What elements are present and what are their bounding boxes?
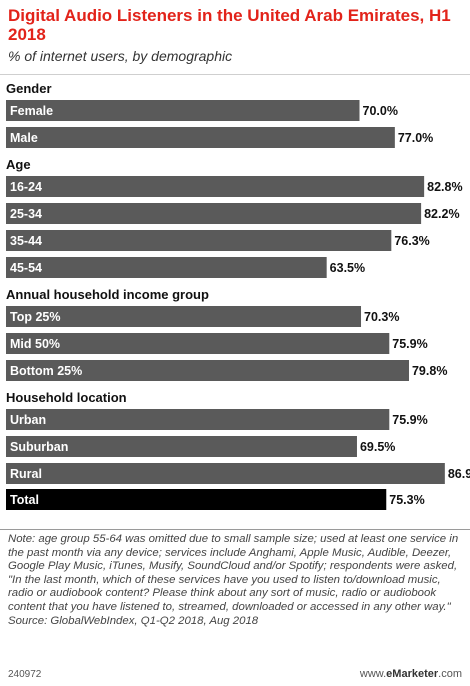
bar-suburban (6, 436, 357, 457)
brand-logo: www.eMarketer.com (360, 668, 462, 680)
value-label-16-24: 82.8% (427, 180, 462, 194)
bar-label-male: Male (10, 131, 38, 145)
bar-label-suburban: Suburban (10, 440, 68, 454)
bar-label-16-24: 16-24 (10, 180, 42, 194)
value-label-bottom-25: 79.8% (412, 364, 447, 378)
group-header: Household location (6, 390, 127, 405)
value-label-female: 70.0% (363, 104, 398, 118)
top-divider (0, 74, 470, 75)
chart-title: Digital Audio Listeners in the United Ar… (8, 6, 451, 44)
bar-label-urban: Urban (10, 413, 46, 427)
bar-label-female: Female (10, 104, 53, 118)
group-header: Annual household income group (6, 287, 209, 302)
value-label-top-25: 70.3% (364, 310, 399, 324)
value-label-suburban: 69.5% (360, 440, 395, 454)
bar-35-44 (6, 230, 392, 251)
bar-45-54 (6, 257, 327, 278)
brand-suffix: .com (438, 668, 462, 680)
bar-25-34 (6, 203, 422, 224)
bar-bottom-25 (6, 360, 409, 381)
chart-notes: Note: age group 55-64 was omitted due to… (8, 533, 466, 628)
bar-label-35-44: 35-44 (10, 234, 42, 248)
value-label-mid-50: 75.9% (392, 337, 427, 351)
bar-total (6, 489, 387, 510)
bar-urban (6, 409, 390, 430)
bar-label-total: Total (10, 493, 39, 507)
value-label-35-44: 76.3% (394, 234, 429, 248)
chart-subtitle: % of internet users, by demographic (8, 48, 233, 64)
value-label-rural: 86.9% (448, 467, 470, 481)
brand-name: eMarketer (386, 668, 439, 680)
bar-chart: Gender Female 70.0% Male 77.0% Age 16-24 82.8% 2… (6, 81, 470, 510)
group-header: Gender (6, 81, 52, 96)
bar-male (6, 127, 395, 148)
bar-label-mid-50: Mid 50% (10, 337, 60, 351)
bar-rural (6, 463, 445, 484)
value-label-total: 75.3% (389, 493, 424, 507)
bar-female (6, 100, 360, 121)
value-label-25-34: 82.2% (424, 207, 459, 221)
value-label-male: 77.0% (398, 131, 433, 145)
bar-label-bottom-25: Bottom 25% (10, 364, 82, 378)
bar-mid-50 (6, 333, 390, 354)
bar-top-25 (6, 306, 362, 327)
bar-label-45-54: 45-54 (10, 261, 42, 275)
value-label-urban: 75.9% (392, 413, 427, 427)
note-text: Note: age group 55-64 was omitted due to… (8, 533, 459, 613)
bar-label-25-34: 25-34 (10, 207, 42, 221)
value-label-45-54: 63.5% (330, 261, 365, 275)
source-text: Source: GlobalWebIndex, Q1-Q2 2018, Aug … (8, 614, 259, 627)
group-header: Age (6, 157, 31, 172)
chart-id: 240972 (8, 669, 42, 680)
bar-16-24 (6, 176, 425, 197)
bar-label-rural: Rural (10, 467, 42, 481)
bottom-divider (0, 529, 470, 530)
bar-label-top-25: Top 25% (10, 310, 60, 324)
brand-prefix: www. (359, 668, 387, 680)
